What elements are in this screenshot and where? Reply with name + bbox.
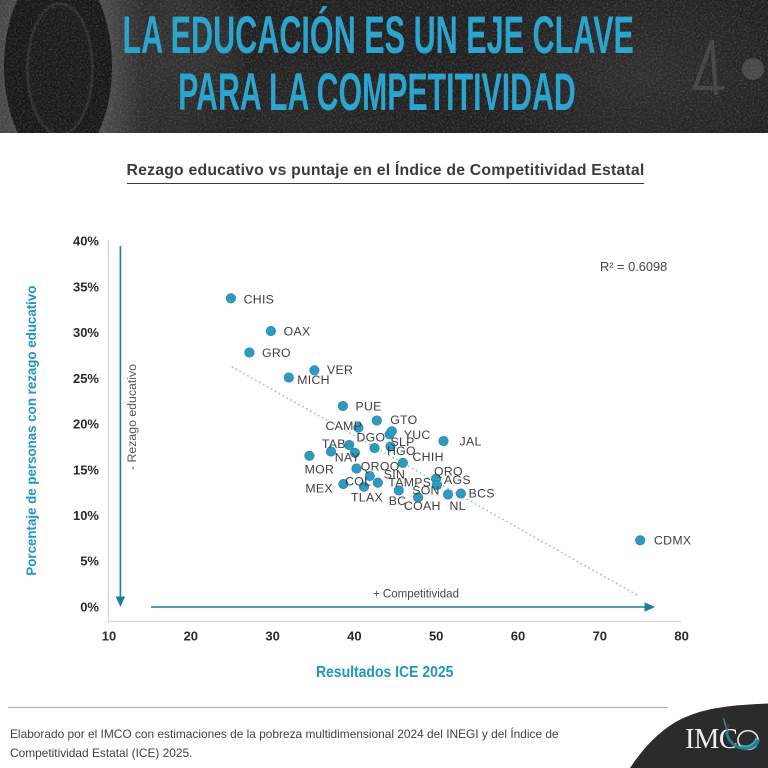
svg-text:35%: 35% (73, 279, 99, 294)
svg-text:TAB: TAB (322, 437, 346, 451)
svg-text:COAH: COAH (404, 499, 441, 513)
svg-text:CHIS: CHIS (244, 292, 275, 306)
svg-text:40: 40 (347, 629, 361, 644)
svg-text:QROO: QROO (361, 459, 400, 473)
svg-text:TAMPS: TAMPS (388, 475, 431, 489)
svg-text:R² = 0.6098: R² = 0.6098 (600, 259, 667, 274)
svg-text:VER: VER (327, 363, 353, 377)
svg-text:TLAX: TLAX (351, 490, 383, 504)
svg-text:50: 50 (429, 629, 443, 644)
svg-text:Porcentaje de personas con rez: Porcentaje de personas con rezago educat… (23, 286, 39, 576)
svg-text:25%: 25% (73, 371, 99, 386)
svg-text:YUC: YUC (404, 428, 431, 442)
svg-text:HGO: HGO (387, 444, 416, 458)
svg-text:Resultados ICE 2025: Resultados ICE 2025 (316, 664, 454, 681)
svg-text:+ Competitividad: + Competitividad (373, 589, 459, 601)
svg-text:DGO: DGO (357, 430, 386, 444)
svg-text:CAMP: CAMP (326, 419, 363, 433)
svg-text:0%: 0% (80, 599, 99, 614)
svg-text:NL: NL (450, 499, 466, 513)
svg-text:5%: 5% (80, 554, 99, 569)
svg-text:BCS: BCS (469, 486, 495, 500)
svg-text:MICH: MICH (297, 373, 330, 387)
svg-text:CDMX: CDMX (654, 534, 691, 548)
svg-text:80: 80 (674, 629, 688, 644)
svg-text:15%: 15% (73, 462, 99, 477)
svg-text:40%: 40% (73, 234, 99, 249)
svg-text:CHIH: CHIH (413, 450, 444, 464)
svg-text:60: 60 (511, 629, 525, 644)
svg-text:JAL: JAL (460, 434, 482, 448)
svg-text:- Rezago educativo: - Rezago educativo (127, 364, 139, 470)
svg-text:10%: 10% (73, 508, 99, 523)
svg-text:PUE: PUE (356, 399, 382, 413)
svg-text:20%: 20% (73, 417, 99, 432)
svg-text:MOR: MOR (305, 462, 335, 476)
svg-text:NAY: NAY (335, 451, 360, 465)
svg-text:GRO: GRO (262, 346, 291, 360)
svg-text:SIN: SIN (384, 467, 405, 481)
svg-text:AGS: AGS (444, 473, 471, 487)
svg-text:SON: SON (412, 484, 440, 498)
svg-text:GTO: GTO (390, 413, 417, 427)
svg-text:30: 30 (265, 629, 279, 644)
svg-text:BC: BC (389, 494, 407, 508)
svg-text:10: 10 (102, 629, 116, 644)
svg-text:SLP: SLP (391, 435, 415, 449)
svg-text:MEX: MEX (305, 481, 333, 495)
svg-text:20: 20 (184, 629, 198, 644)
svg-text:70: 70 (593, 629, 607, 644)
svg-text:30%: 30% (73, 325, 99, 340)
svg-text:QRO: QRO (434, 464, 463, 478)
svg-text:OAX: OAX (284, 324, 311, 338)
svg-text:COL: COL (345, 474, 371, 488)
